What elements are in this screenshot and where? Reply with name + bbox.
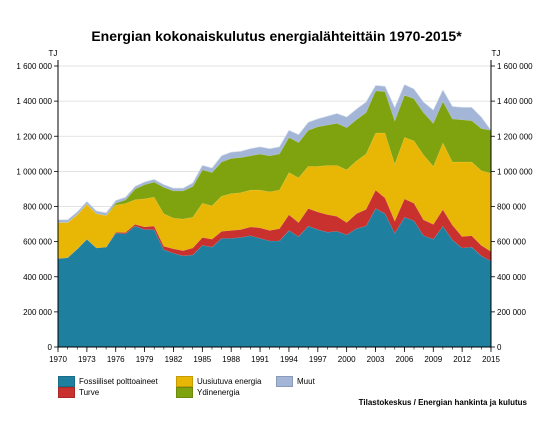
legend-item-0: Fossiiliset polttoaineet xyxy=(58,376,158,387)
x-tick-label-1: 1973 xyxy=(78,355,96,364)
legend-label: Muut xyxy=(297,377,315,386)
y-tick-label-left-4: 800 000 xyxy=(23,203,52,212)
x-tick-label-7: 1991 xyxy=(251,355,269,364)
legend-item-2: Uusiutuva energia xyxy=(176,376,261,387)
legend-item-3: Ydinenergia xyxy=(176,387,240,398)
y-tick-label-left-8: 1 600 000 xyxy=(16,62,52,71)
x-tick-label-12: 2006 xyxy=(396,355,414,364)
x-tick-label-4: 1982 xyxy=(165,355,183,364)
y-tick-label-right-2: 400 000 xyxy=(497,273,526,282)
y-tick-label-right-1: 200 000 xyxy=(497,308,526,317)
unit-label-left: TJ xyxy=(49,49,58,58)
source-note: Tilastokeskus / Energian hankinta ja kul… xyxy=(358,398,527,407)
legend-label: Ydinenergia xyxy=(197,388,240,397)
y-tick-label-left-7: 1 400 000 xyxy=(16,97,52,106)
axes xyxy=(54,60,495,352)
x-tick-label-11: 2003 xyxy=(367,355,385,364)
chart-title: Energian kokonaiskulutus energialähteitt… xyxy=(91,28,462,44)
tick-labels: 0 0 200 000 200 000 400 000 400 000 600 000 600… xyxy=(16,49,533,364)
legend-swatch xyxy=(276,376,293,387)
area-series-edge-4 xyxy=(58,83,492,221)
x-tick-label-15: 2015 xyxy=(482,355,500,364)
x-tick-label-9: 1997 xyxy=(309,355,327,364)
x-tick-label-10: 2000 xyxy=(338,355,356,364)
y-tick-label-right-8: 1 600 000 xyxy=(497,62,533,71)
legend-swatch xyxy=(176,387,193,398)
legend-swatch xyxy=(58,387,75,398)
legend-label: Turve xyxy=(79,388,100,397)
y-tick-label-left-0: 0 xyxy=(48,343,53,352)
x-tick-label-13: 2009 xyxy=(424,355,442,364)
x-tick-label-3: 1979 xyxy=(136,355,154,364)
legend-swatch xyxy=(176,376,193,387)
x-tick-label-8: 1994 xyxy=(280,355,298,364)
y-tick-label-right-3: 600 000 xyxy=(497,238,526,247)
area-series xyxy=(57,83,492,348)
y-tick-label-right-5: 1 000 000 xyxy=(497,167,533,176)
legend-item-4: Muut xyxy=(276,376,315,387)
legend-item-1: Turve xyxy=(58,387,99,398)
y-tick-label-right-7: 1 400 000 xyxy=(497,97,533,106)
y-tick-label-left-6: 1 200 000 xyxy=(16,132,52,141)
y-tick-label-left-1: 200 000 xyxy=(23,308,52,317)
legend-swatch xyxy=(58,376,75,387)
x-tick-label-14: 2012 xyxy=(453,355,471,364)
x-tick-label-6: 1988 xyxy=(222,355,240,364)
unit-label-right: TJ xyxy=(492,49,501,58)
y-tick-label-left-3: 600 000 xyxy=(23,238,52,247)
y-tick-label-right-0: 0 xyxy=(497,343,502,352)
y-tick-label-left-5: 1 000 000 xyxy=(16,167,52,176)
legend-label: Uusiutuva energia xyxy=(197,377,262,386)
y-tick-label-right-4: 800 000 xyxy=(497,203,526,212)
x-tick-label-5: 1985 xyxy=(193,355,211,364)
y-tick-label-left-2: 400 000 xyxy=(23,273,52,282)
legend-label: Fossiiliset polttoaineet xyxy=(79,377,158,386)
y-tick-label-right-6: 1 200 000 xyxy=(497,132,533,141)
x-tick-label-0: 1970 xyxy=(49,355,67,364)
x-tick-label-2: 1976 xyxy=(107,355,125,364)
